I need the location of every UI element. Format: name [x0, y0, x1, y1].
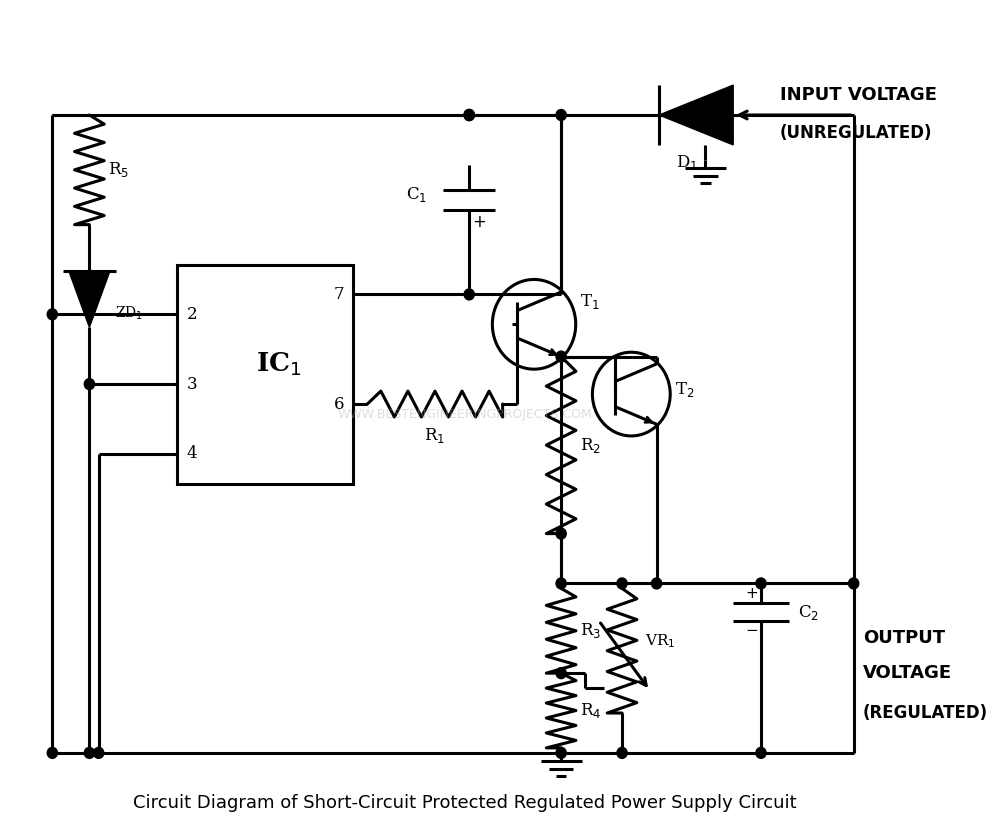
Text: R$_3$: R$_3$	[580, 621, 601, 641]
Circle shape	[756, 747, 766, 758]
Circle shape	[47, 747, 57, 758]
Text: D$_1$: D$_1$	[676, 153, 698, 172]
Text: INPUT VOLTAGE: INPUT VOLTAGE	[780, 86, 937, 104]
Text: (REGULATED): (REGULATED)	[863, 704, 988, 722]
Text: +: +	[472, 213, 486, 231]
Text: VOLTAGE: VOLTAGE	[863, 664, 952, 682]
Circle shape	[464, 109, 474, 120]
Text: 6: 6	[334, 395, 344, 413]
Circle shape	[94, 747, 104, 758]
Circle shape	[556, 578, 566, 589]
Circle shape	[556, 668, 566, 679]
Text: R$_1$: R$_1$	[424, 426, 445, 445]
Text: R$_5$: R$_5$	[108, 160, 129, 179]
Bar	[177, 264, 353, 484]
Circle shape	[556, 351, 566, 362]
Text: OUTPUT: OUTPUT	[863, 630, 945, 647]
Text: Circuit Diagram of Short-Circuit Protected Regulated Power Supply Circuit: Circuit Diagram of Short-Circuit Protect…	[133, 794, 796, 811]
Text: ZD$_1$: ZD$_1$	[115, 304, 143, 322]
Circle shape	[756, 578, 766, 589]
Circle shape	[84, 379, 94, 389]
Text: VR$_1$: VR$_1$	[645, 632, 676, 650]
Circle shape	[464, 289, 474, 300]
Text: 4: 4	[187, 445, 197, 462]
Text: C$_1$: C$_1$	[406, 185, 428, 204]
Text: R$_2$: R$_2$	[580, 435, 601, 455]
Text: C$_2$: C$_2$	[798, 603, 819, 622]
Circle shape	[464, 109, 474, 120]
Text: WWW.BESTENGINEERINGPROJECTS.COM: WWW.BESTENGINEERINGPROJECTS.COM	[337, 408, 592, 420]
Text: 2: 2	[187, 306, 197, 323]
Text: (UNREGULATED): (UNREGULATED)	[780, 124, 932, 142]
Circle shape	[849, 578, 859, 589]
Circle shape	[556, 528, 566, 539]
Text: −: −	[745, 623, 758, 638]
Circle shape	[617, 747, 627, 758]
Text: T$_2$: T$_2$	[675, 379, 694, 399]
Circle shape	[47, 309, 57, 319]
Circle shape	[556, 109, 566, 120]
Circle shape	[651, 578, 662, 589]
Text: T$_1$: T$_1$	[580, 293, 600, 311]
Text: 3: 3	[187, 375, 197, 393]
Text: 7: 7	[334, 286, 344, 303]
Polygon shape	[69, 272, 110, 327]
Text: IC$_1$: IC$_1$	[256, 350, 302, 378]
Circle shape	[84, 747, 94, 758]
Circle shape	[464, 109, 474, 120]
Polygon shape	[659, 85, 733, 145]
Text: R$_4$: R$_4$	[580, 701, 601, 720]
Text: +: +	[745, 586, 758, 601]
Circle shape	[556, 747, 566, 758]
Circle shape	[617, 578, 627, 589]
